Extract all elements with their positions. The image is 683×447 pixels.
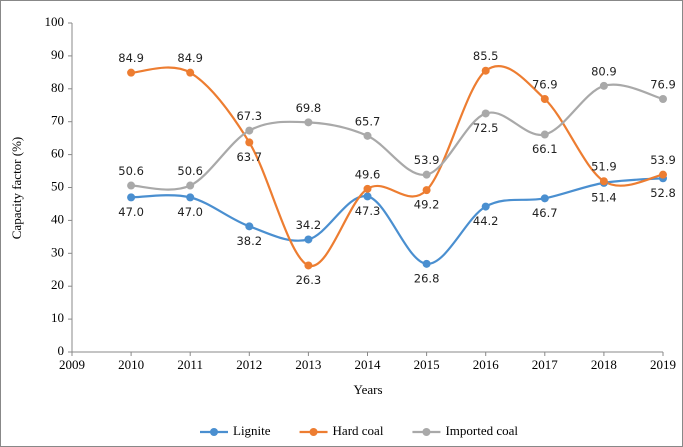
data-point xyxy=(363,184,372,193)
value-label: 51.4 xyxy=(591,190,617,204)
y-tick-label: 60 xyxy=(51,146,64,161)
data-point xyxy=(304,118,313,127)
value-label: 52.8 xyxy=(650,186,676,200)
data-point xyxy=(540,194,549,203)
x-tick-label: 2014 xyxy=(355,357,382,372)
x-tick-label: 2010 xyxy=(118,357,144,372)
data-point xyxy=(363,131,372,140)
data-point xyxy=(599,177,608,186)
value-label: 76.9 xyxy=(532,77,558,91)
data-point xyxy=(186,68,195,77)
legend-marker xyxy=(309,428,318,436)
series-line xyxy=(131,177,664,265)
data-point xyxy=(481,109,490,118)
data-point xyxy=(659,94,667,103)
value-label: 53.9 xyxy=(650,153,676,167)
x-tick-label: 2017 xyxy=(532,357,559,372)
series-line xyxy=(131,64,664,267)
data-point xyxy=(186,181,195,190)
x-tick-label: 2016 xyxy=(473,357,500,372)
y-tick-label: 40 xyxy=(51,211,64,226)
x-tick-label: 2018 xyxy=(591,357,617,372)
legend-label: Imported coal xyxy=(445,423,518,438)
value-label: 67.3 xyxy=(236,109,262,123)
value-label: 26.3 xyxy=(296,273,322,287)
value-label: 63.7 xyxy=(236,150,262,164)
y-tick-label: 0 xyxy=(58,343,65,358)
y-tick-label: 90 xyxy=(51,47,64,62)
y-tick-label: 100 xyxy=(45,14,65,29)
legend-marker xyxy=(210,428,218,436)
y-tick-label: 30 xyxy=(51,244,64,259)
value-label: 84.9 xyxy=(118,51,144,65)
value-label: 26.8 xyxy=(414,271,440,285)
x-tick-label: 2011 xyxy=(177,357,203,372)
x-tick-label: 2013 xyxy=(295,357,321,372)
value-label: 50.6 xyxy=(118,164,144,178)
value-label: 49.2 xyxy=(414,198,440,212)
data-point xyxy=(304,235,313,244)
y-tick-label: 50 xyxy=(51,178,64,193)
y-tick-label: 80 xyxy=(51,80,64,95)
value-label: 47.0 xyxy=(177,205,203,219)
legend-label: Hard coal xyxy=(333,423,384,438)
data-point xyxy=(481,202,490,211)
value-label: 53.9 xyxy=(414,153,440,167)
x-tick-label: 2012 xyxy=(236,357,262,372)
y-tick-label: 20 xyxy=(51,277,64,292)
data-point xyxy=(422,259,431,268)
value-label: 46.7 xyxy=(532,206,558,220)
value-label: 84.9 xyxy=(177,51,203,65)
legend-label: Lignite xyxy=(233,423,271,438)
value-label: 38.2 xyxy=(236,234,262,248)
value-label: 65.7 xyxy=(355,114,381,128)
legend-marker xyxy=(422,428,431,436)
data-point xyxy=(540,94,549,103)
data-point xyxy=(127,68,136,77)
value-label: 72.5 xyxy=(473,121,499,135)
value-label: 85.5 xyxy=(473,49,499,63)
value-label: 76.9 xyxy=(650,77,676,91)
data-point xyxy=(304,261,313,270)
value-label: 49.6 xyxy=(355,167,381,181)
value-label: 50.6 xyxy=(177,164,203,178)
y-axis-label: Capacity factor (%) xyxy=(9,137,24,240)
value-label: 69.8 xyxy=(296,101,322,115)
data-point xyxy=(245,222,254,231)
data-point xyxy=(127,193,136,202)
value-label: 47.0 xyxy=(118,205,144,219)
data-point xyxy=(599,81,608,90)
data-point xyxy=(659,170,667,179)
data-point xyxy=(245,138,254,147)
x-axis-label: Years xyxy=(353,382,382,397)
data-point xyxy=(540,130,549,139)
data-point xyxy=(422,186,431,195)
value-label: 80.9 xyxy=(591,64,617,78)
x-tick-label: 2009 xyxy=(59,357,85,372)
value-label: 51.9 xyxy=(591,160,617,174)
data-point xyxy=(186,193,195,202)
value-label: 47.3 xyxy=(355,204,381,218)
x-tick-label: 2019 xyxy=(650,357,676,372)
value-label: 34.2 xyxy=(296,218,322,232)
y-tick-label: 10 xyxy=(51,310,64,325)
data-point xyxy=(422,170,431,179)
data-point xyxy=(481,66,490,75)
x-tick-label: 2015 xyxy=(414,357,440,372)
series-line xyxy=(131,83,664,191)
data-point xyxy=(363,192,372,201)
data-point xyxy=(245,126,254,135)
value-label: 66.1 xyxy=(532,142,558,156)
value-label: 44.2 xyxy=(473,214,499,228)
data-point xyxy=(127,181,136,190)
y-tick-label: 70 xyxy=(51,113,64,128)
